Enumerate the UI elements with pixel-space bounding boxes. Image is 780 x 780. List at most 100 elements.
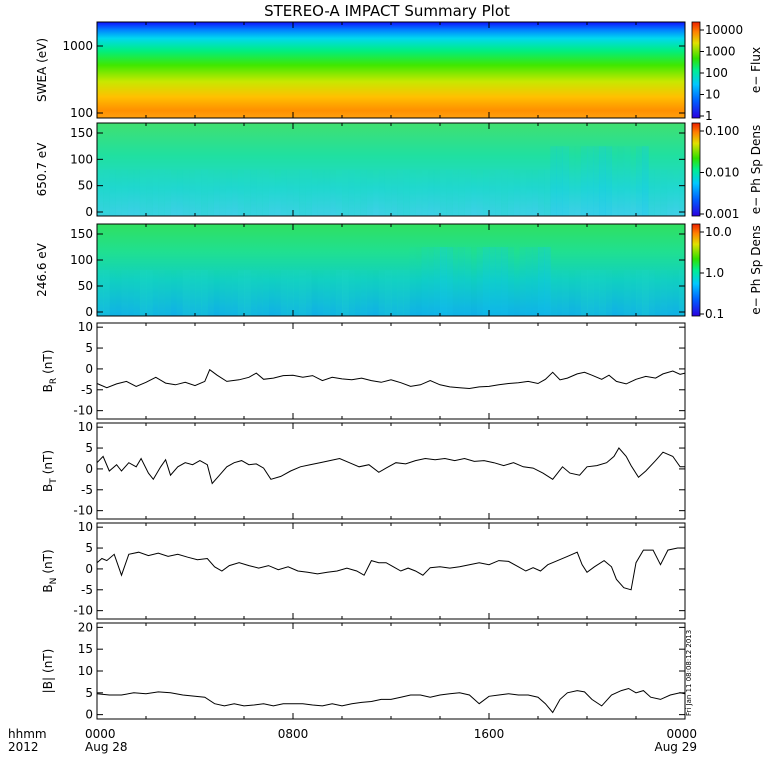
pad650-texture [293, 169, 300, 216]
pad650-texture [458, 169, 465, 216]
pad650-texture [354, 169, 361, 216]
pad246-texture [354, 270, 361, 316]
pad650-texture [262, 169, 269, 216]
pad246-texture [329, 270, 337, 316]
ylabel-main: B [41, 484, 55, 492]
pad246-texture [299, 270, 306, 316]
ylabel-unit: (nT) [41, 549, 55, 573]
br-frame [96, 322, 686, 420]
pad246-texture [471, 247, 478, 316]
bmag-ylabel: |B| (nT) [41, 649, 55, 694]
pad650-texture [476, 169, 484, 216]
ylabel-unit: (nT) [41, 450, 55, 474]
swea-colorbar-tick-label: 1000 [705, 45, 736, 59]
pad650-texture [330, 170, 337, 217]
pad650-texture [587, 146, 594, 216]
pad246-texture [176, 270, 184, 316]
x-date-label: Aug 29 [654, 740, 697, 754]
ylabel-sub: T [49, 478, 59, 485]
pad246-colorbar-tick-label: 1.0 [705, 266, 724, 280]
pad246-texture [342, 270, 349, 316]
pad246-texture [305, 270, 312, 316]
bn-frame [96, 522, 686, 620]
pad650-texture [164, 169, 171, 216]
pad650-texture [139, 169, 147, 216]
bn-y-tick-label: -10 [73, 604, 93, 618]
pad650-texture [268, 169, 276, 216]
pad246-texture [648, 270, 655, 316]
pad246-texture [323, 270, 331, 316]
ylabel-unit: (nT) [41, 649, 55, 673]
x-tick-label: 0000 [666, 727, 697, 741]
swea-colorbar-tick-label: 10000 [705, 23, 743, 37]
pad246-texture [188, 270, 196, 316]
pad650-texture [440, 169, 447, 216]
bt-y-tick-label: 10 [78, 420, 93, 434]
pad650-texture [366, 169, 374, 216]
pad650-texture [433, 169, 441, 216]
br-y-tick-label: 5 [85, 341, 93, 355]
bt-y-tick-label: 5 [85, 441, 93, 455]
pad246-texture [250, 270, 257, 316]
ylabel-sub: N [49, 578, 59, 585]
pad246-colorbar [691, 223, 701, 317]
pad650-texture [280, 169, 288, 216]
pad246-texture [201, 270, 208, 316]
pad246-texture [397, 270, 404, 316]
pad650-texture [403, 169, 410, 216]
pad246-ylabel: 246.6 eV [35, 242, 49, 297]
pad650-texture [378, 169, 386, 216]
pad246-texture [623, 270, 631, 316]
pad650-texture [97, 169, 104, 216]
pad246-texture [378, 270, 386, 316]
pad650-texture [452, 169, 459, 216]
pad650-texture [103, 169, 110, 216]
pad650-texture [250, 169, 257, 216]
br-y-tick-label: 0 [85, 362, 93, 376]
pad650-texture [158, 169, 165, 216]
pad650-y-tick-label: 50 [78, 179, 93, 193]
pad650-texture [421, 169, 429, 216]
ylabel-main: B [41, 384, 55, 392]
bmag-y-tick-label: 10 [78, 664, 93, 678]
pad246-texture [464, 247, 472, 316]
pad246-texture [152, 270, 159, 316]
x-corner-label-hhmm: hhmm [8, 727, 47, 741]
pad650-texture [342, 169, 349, 216]
pad650-texture [225, 169, 233, 216]
pad650-texture [519, 169, 527, 216]
plot-title: STEREO-A IMPACT Summary Plot [264, 2, 510, 20]
pad246-texture [617, 270, 625, 316]
pad246-texture [605, 270, 612, 316]
ylabel-main: |B| [41, 677, 55, 693]
pad650-y-tick-label: 0 [85, 205, 93, 219]
pad246-texture [244, 270, 251, 316]
pad246-texture [360, 270, 367, 316]
pad650-texture [128, 170, 135, 217]
pad246-colorbar-label: e− Ph Sp Dens [749, 225, 763, 314]
pad650-colorbar-label: e− Ph Sp Dens [749, 125, 763, 214]
pad650-texture [482, 169, 490, 216]
pad650-texture [599, 146, 606, 216]
pad650-texture [471, 170, 478, 217]
pad246-texture [256, 270, 263, 316]
pad650-texture [195, 169, 202, 216]
pad650-spectrogram [97, 123, 685, 216]
pad246-texture [109, 270, 116, 316]
pad650-texture [617, 146, 625, 216]
pad650-texture [188, 169, 196, 216]
bn-y-tick-label: 0 [85, 562, 93, 576]
pad650-texture [464, 169, 472, 216]
pad246-texture [452, 247, 459, 316]
pad650-texture [335, 169, 343, 216]
pad650-texture [232, 170, 239, 217]
pad246-texture [654, 270, 661, 316]
bmag-y-tick-label: 20 [78, 620, 93, 634]
pad246-texture [182, 270, 190, 316]
pad246-texture [538, 247, 545, 316]
pad246-texture [587, 270, 594, 316]
pad246-texture [225, 270, 233, 316]
pad650-texture [531, 169, 539, 216]
bn-ylabel: BN (nT) [41, 549, 59, 592]
